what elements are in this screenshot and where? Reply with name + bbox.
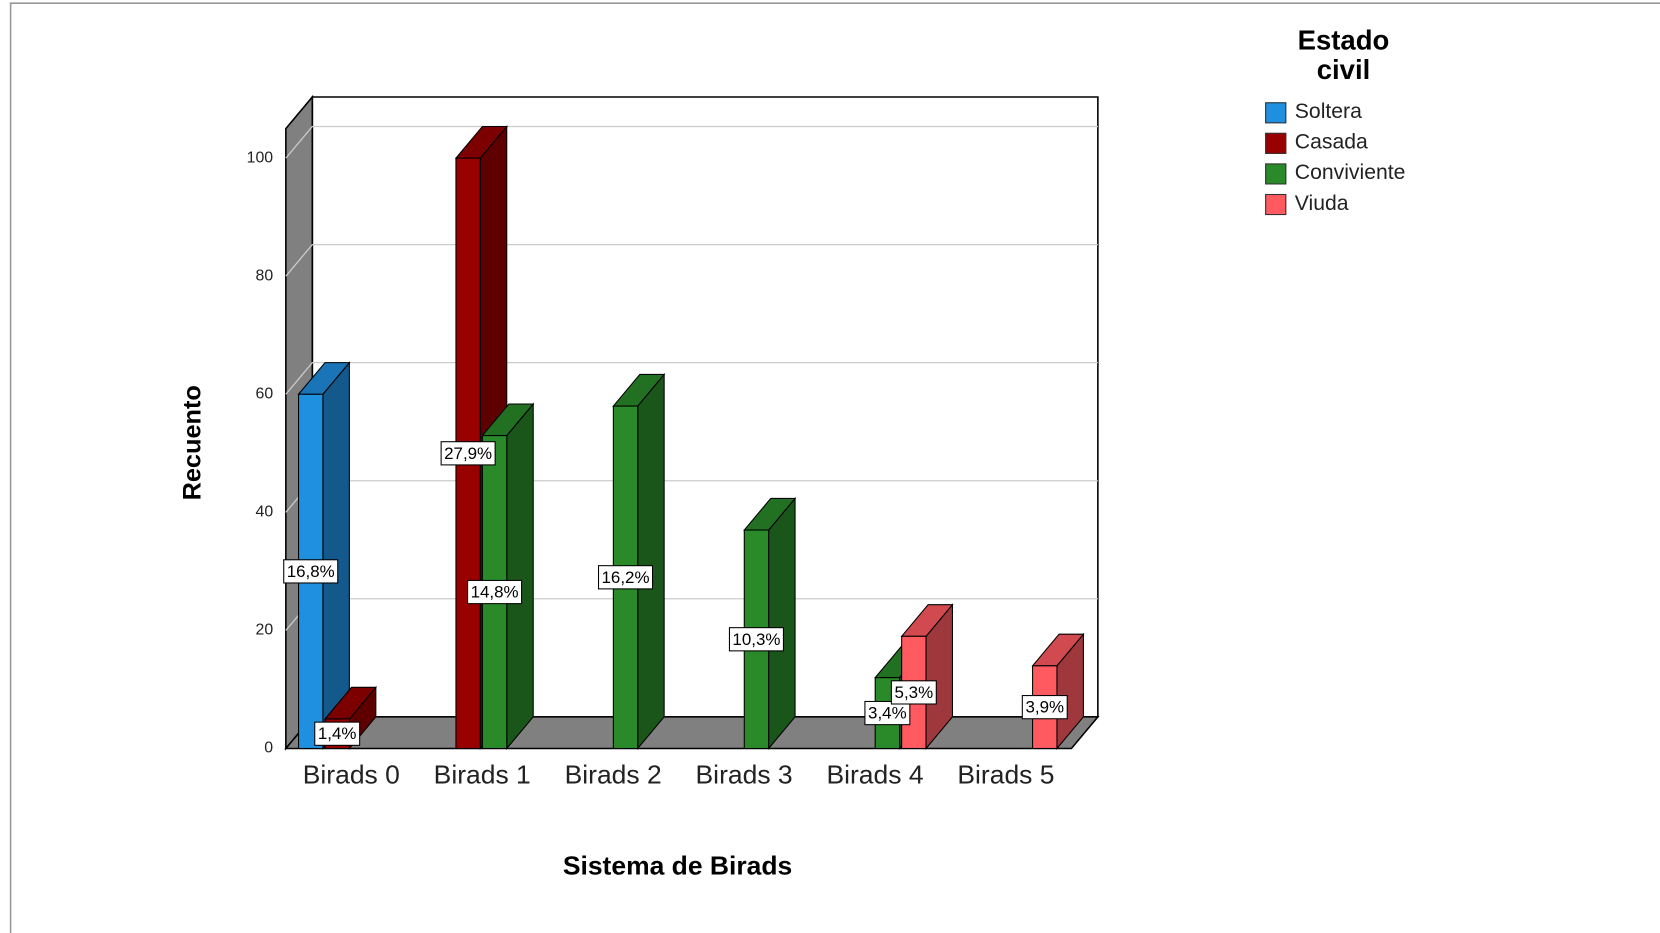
data-label-box [314, 721, 361, 746]
data-label-box [597, 565, 654, 590]
floor [284, 716, 1100, 750]
x-tick-label: Birads 3 [695, 760, 793, 790]
data-label: 14,8% [471, 583, 519, 602]
data-label: 5,3% [895, 683, 934, 702]
data-label: 16,2% [602, 568, 650, 587]
data-label-box [283, 559, 339, 584]
legend-swatch [1265, 102, 1287, 124]
bar-side [637, 372, 665, 750]
y-tick-label: 20 [255, 622, 273, 639]
data-label-box [467, 579, 523, 605]
data-label-box [864, 700, 911, 726]
x-tick-label: Birads 0 [302, 760, 400, 790]
frame [9, 2, 1660, 933]
legend-label: Soltera [1294, 100, 1362, 124]
x-tick-label: Birads 5 [957, 760, 1055, 790]
data-label: 3,4% [868, 704, 907, 723]
bar [297, 361, 351, 750]
grid-line [285, 243, 1098, 277]
bar-side [768, 496, 796, 750]
data-label-box [440, 441, 496, 466]
y-tick-label: 100 [247, 149, 274, 166]
x-tick-label: Birads 4 [826, 760, 924, 790]
bar [612, 372, 666, 750]
bar [743, 496, 797, 750]
legend-label: Casada [1294, 130, 1368, 154]
bar-side [322, 361, 350, 750]
bar-side [506, 402, 534, 750]
grid-line [285, 125, 1098, 159]
y-tick-label: 80 [255, 267, 273, 284]
data-label-box [1021, 695, 1068, 720]
data-label: 27,9% [444, 444, 492, 463]
data-label: 10,3% [732, 630, 780, 649]
legend-label: Viuda [1294, 191, 1349, 216]
x-tick-label: Birads 1 [433, 760, 531, 790]
data-label: 3,9% [1025, 698, 1064, 717]
legend-swatch [1265, 163, 1287, 185]
y-tick-label: 0 [264, 740, 273, 757]
legend-swatch [1265, 132, 1287, 154]
data-label-box [890, 680, 937, 705]
data-label-box [728, 627, 784, 652]
y-tick-label: 60 [255, 385, 273, 402]
data-label: 1,4% [318, 724, 357, 743]
legend-label: Conviviente [1294, 161, 1406, 185]
x-axis-title: Sistema de Birads [563, 851, 792, 881]
data-label: 16,8% [287, 562, 335, 581]
legend-title: Estado civil [1297, 24, 1390, 86]
back-wall [311, 96, 1099, 718]
y-axis-title: Recuento [178, 385, 206, 500]
grid-line [285, 362, 1098, 395]
y-tick-label: 40 [255, 504, 273, 521]
legend-swatch [1265, 193, 1287, 216]
x-tick-label: Birads 2 [564, 760, 662, 790]
